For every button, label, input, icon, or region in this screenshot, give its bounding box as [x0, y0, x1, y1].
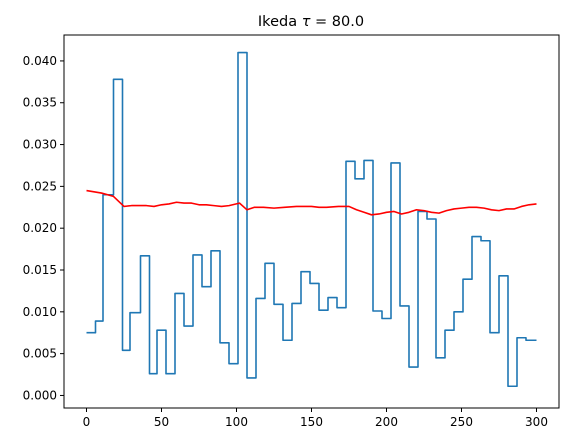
y-tick-label: 0.015: [23, 263, 57, 277]
y-tick-label: 0.000: [23, 388, 57, 402]
y-axis: 0.000 0.005 0.010 0.015 0.020 0.025 0.030 0.035…: [23, 54, 64, 402]
series-line-2: [86, 189, 537, 216]
y-tick-label: 0.040: [23, 54, 57, 68]
chart-title: Ikeda τ = 80.0: [258, 14, 364, 30]
series-line-1: [86, 51, 537, 388]
x-tick-label: 100: [225, 415, 248, 429]
x-tick-label: 300: [525, 415, 548, 429]
x-tick-label: 50: [154, 415, 169, 429]
plot-area: [86, 51, 537, 388]
y-tick-label: 0.020: [23, 221, 57, 235]
x-tick-label: 0: [83, 415, 91, 429]
chart-title-prefix: Ikeda: [258, 14, 302, 30]
x-tick-label: 250: [450, 415, 473, 429]
x-axis: 0 50 100 150 200 250 300: [83, 408, 548, 429]
x-tick-label: 200: [375, 415, 398, 429]
y-tick-label: 0.005: [23, 347, 57, 361]
y-tick-label: 0.030: [23, 138, 57, 152]
x-tick-label: 150: [300, 415, 323, 429]
chart-title-suffix: = 80.0: [310, 14, 364, 30]
y-tick-label: 0.010: [23, 305, 57, 319]
y-tick-label: 0.025: [23, 179, 57, 193]
chart-title-symbol: τ: [302, 14, 311, 30]
y-tick-label: 0.035: [23, 96, 57, 110]
